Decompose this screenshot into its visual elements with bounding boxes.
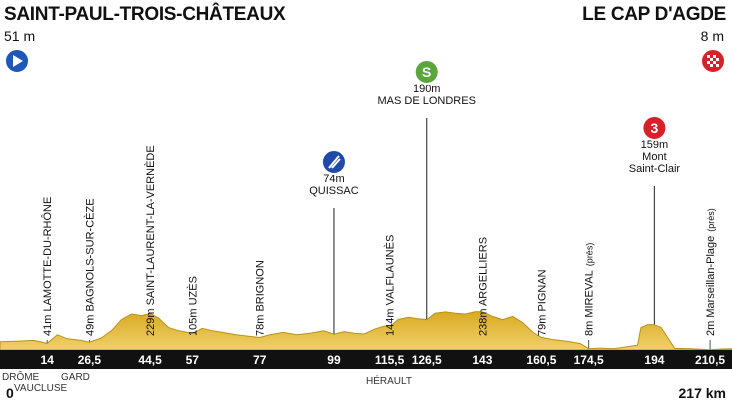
km-marker: 143 — [472, 353, 492, 367]
marker-name: Saint-Clair — [629, 163, 681, 175]
marker-name: MAS DE LONDRES — [378, 95, 476, 107]
checkered-flag-cell — [713, 55, 716, 58]
pass-label: 78m BRIGNON — [255, 260, 267, 336]
pass-label: 79m PIGNAN — [536, 269, 548, 336]
checkered-flag-cell — [716, 64, 719, 67]
pass-label: 144m VALFLAUNÈS — [384, 235, 397, 336]
pass-label: 229m SAINT-LAURENT-LA-VERNÈDE — [144, 145, 157, 336]
checkered-flag-cell — [707, 55, 710, 58]
marker-altitude: 74m — [323, 173, 344, 185]
checkered-flag-cell — [713, 61, 716, 64]
start-altitude: 51 m — [4, 28, 36, 44]
pass-label: 105m UZÈS — [186, 276, 199, 336]
checkered-flag-cell — [710, 58, 713, 61]
elevation-area — [0, 311, 732, 351]
distance-axis-bar — [0, 350, 732, 369]
km-marker: 77 — [253, 353, 267, 367]
region-drome: DRÔME — [2, 372, 40, 383]
checkered-flag-cell — [716, 58, 719, 61]
region-vaucluse: VAUCLUSE — [14, 383, 68, 394]
km-marker: 44,5 — [138, 353, 162, 367]
start-play-glyph — [13, 55, 23, 67]
km-marker: 210,5 — [695, 353, 725, 367]
region-gard: GARD — [61, 372, 90, 383]
marker-name: QUISSAC — [309, 185, 359, 197]
km-marker: 115,5 — [375, 353, 405, 367]
km-marker: 160,5 — [526, 353, 556, 367]
checkered-flag-cell — [707, 61, 710, 64]
marker-altitude: 159m — [641, 139, 669, 151]
km-marker: 194 — [644, 353, 664, 367]
marker-altitude: 190m — [413, 83, 441, 95]
km-marker: 174,5 — [574, 353, 604, 367]
pass-label: 238m ARGELLIERS — [477, 237, 489, 336]
marker-name: Mont — [642, 151, 666, 163]
finish-altitude: 8 m — [700, 28, 724, 44]
region-herault: HÉRAULT — [366, 376, 412, 387]
pass-label: 2m Marseillan-Plage(près) — [705, 208, 717, 336]
marker-badge-label: 3 — [651, 120, 659, 136]
km-marker: 126,5 — [412, 353, 442, 367]
km-marker: 14 — [41, 353, 55, 367]
pass-label: 8m MIREVAL(près) — [584, 243, 596, 336]
distance-total: 217 km — [678, 385, 726, 401]
climb-cat3-icon — [641, 115, 668, 141]
checkered-flag-cell — [710, 64, 713, 67]
sprint-icon — [413, 59, 440, 85]
pass-label: 41m LAMOTTE-DU-RHÔNE — [41, 197, 54, 336]
marker-badge-label: S — [422, 64, 431, 80]
km-marker: 26,5 — [78, 353, 102, 367]
finish-town-name: LE CAP D'AGDE — [582, 4, 726, 25]
feed-zone-glyph — [328, 155, 341, 169]
pass-label: 49m BAGNOLS-SUR-CÈZE — [83, 198, 96, 336]
km-marker: 99 — [327, 353, 341, 367]
distance-start: 0 — [6, 385, 14, 401]
km-marker: 57 — [186, 353, 200, 367]
start-town-name: SAINT-PAUL-TROIS-CHÂTEAUX — [4, 4, 286, 25]
